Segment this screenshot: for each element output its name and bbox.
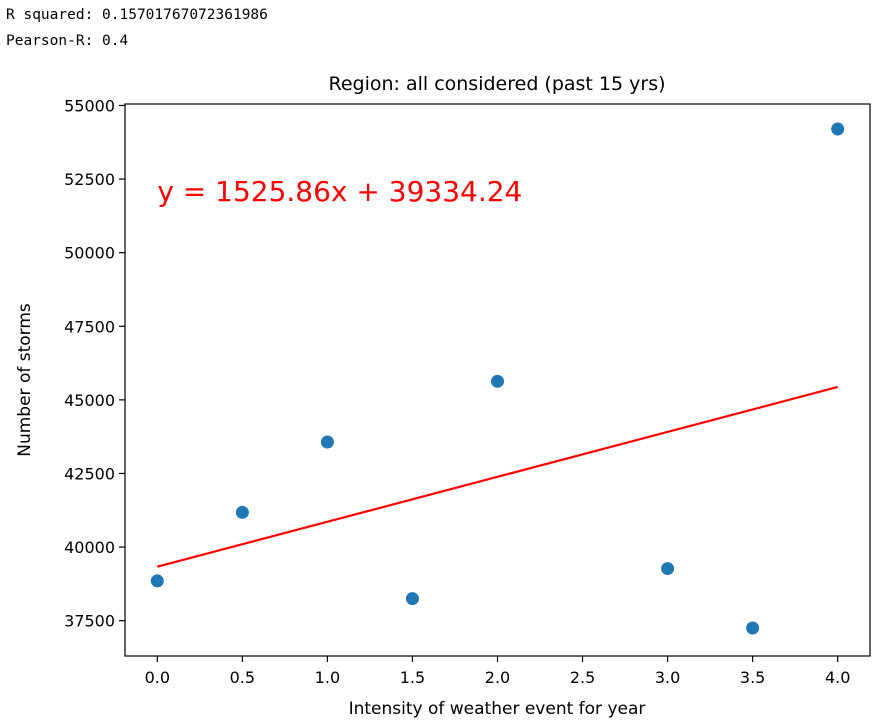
y-tick-label: 47500 [64, 317, 115, 336]
data-point [235, 505, 249, 519]
regression-equation-annotation: y = 1525.86x + 39334.24 [157, 175, 522, 208]
data-point [320, 435, 334, 449]
x-tick-label: 3.5 [740, 668, 765, 687]
data-point [746, 621, 760, 635]
x-axis-label: Intensity of weather event for year [349, 699, 646, 719]
data-points [150, 122, 845, 635]
data-point [405, 592, 419, 606]
y-axis-ticks: 37500 40000 42500 45000 47500 50000 52500 55000 [64, 96, 125, 631]
x-tick-label: 2.0 [485, 668, 510, 687]
x-tick-label: 0.0 [145, 668, 170, 687]
chart-title: Region: all considered (past 15 yrs) [328, 73, 665, 95]
r-squared-output: R squared: 0.15701767072361986 [6, 7, 268, 23]
data-point [150, 574, 164, 588]
data-point [661, 562, 675, 576]
x-tick-label: 2.5 [570, 668, 595, 687]
y-tick-label: 40000 [64, 538, 115, 557]
x-tick-label: 0.5 [230, 668, 255, 687]
y-tick-label: 50000 [64, 244, 115, 263]
regression-line [157, 385, 838, 568]
x-tick-label: 1.0 [315, 668, 340, 687]
y-tick-label: 55000 [64, 96, 115, 115]
x-tick-label: 1.5 [400, 668, 425, 687]
x-axis-ticks: 0.0 0.5 1.0 1.5 2.0 2.5 3.0 3.5 4.0 [145, 656, 850, 687]
y-tick-label: 37500 [64, 612, 115, 631]
y-tick-label: 52500 [64, 170, 115, 189]
data-point [831, 122, 845, 136]
pearson-r-output: Pearson-R: 0.4 [6, 33, 129, 49]
data-point [491, 374, 504, 388]
y-tick-label: 45000 [64, 391, 115, 410]
x-tick-label: 4.0 [825, 668, 850, 687]
x-tick-label: 3.0 [655, 668, 680, 687]
y-tick-label: 42500 [64, 464, 115, 483]
y-axis-label: Number of storms [15, 303, 35, 457]
